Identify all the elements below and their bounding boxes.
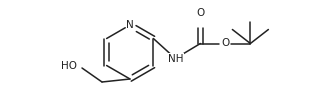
Text: HO: HO xyxy=(61,61,77,71)
Text: O: O xyxy=(196,7,204,17)
Text: N: N xyxy=(126,20,134,30)
Text: NH: NH xyxy=(168,53,183,64)
Text: O: O xyxy=(221,38,229,48)
